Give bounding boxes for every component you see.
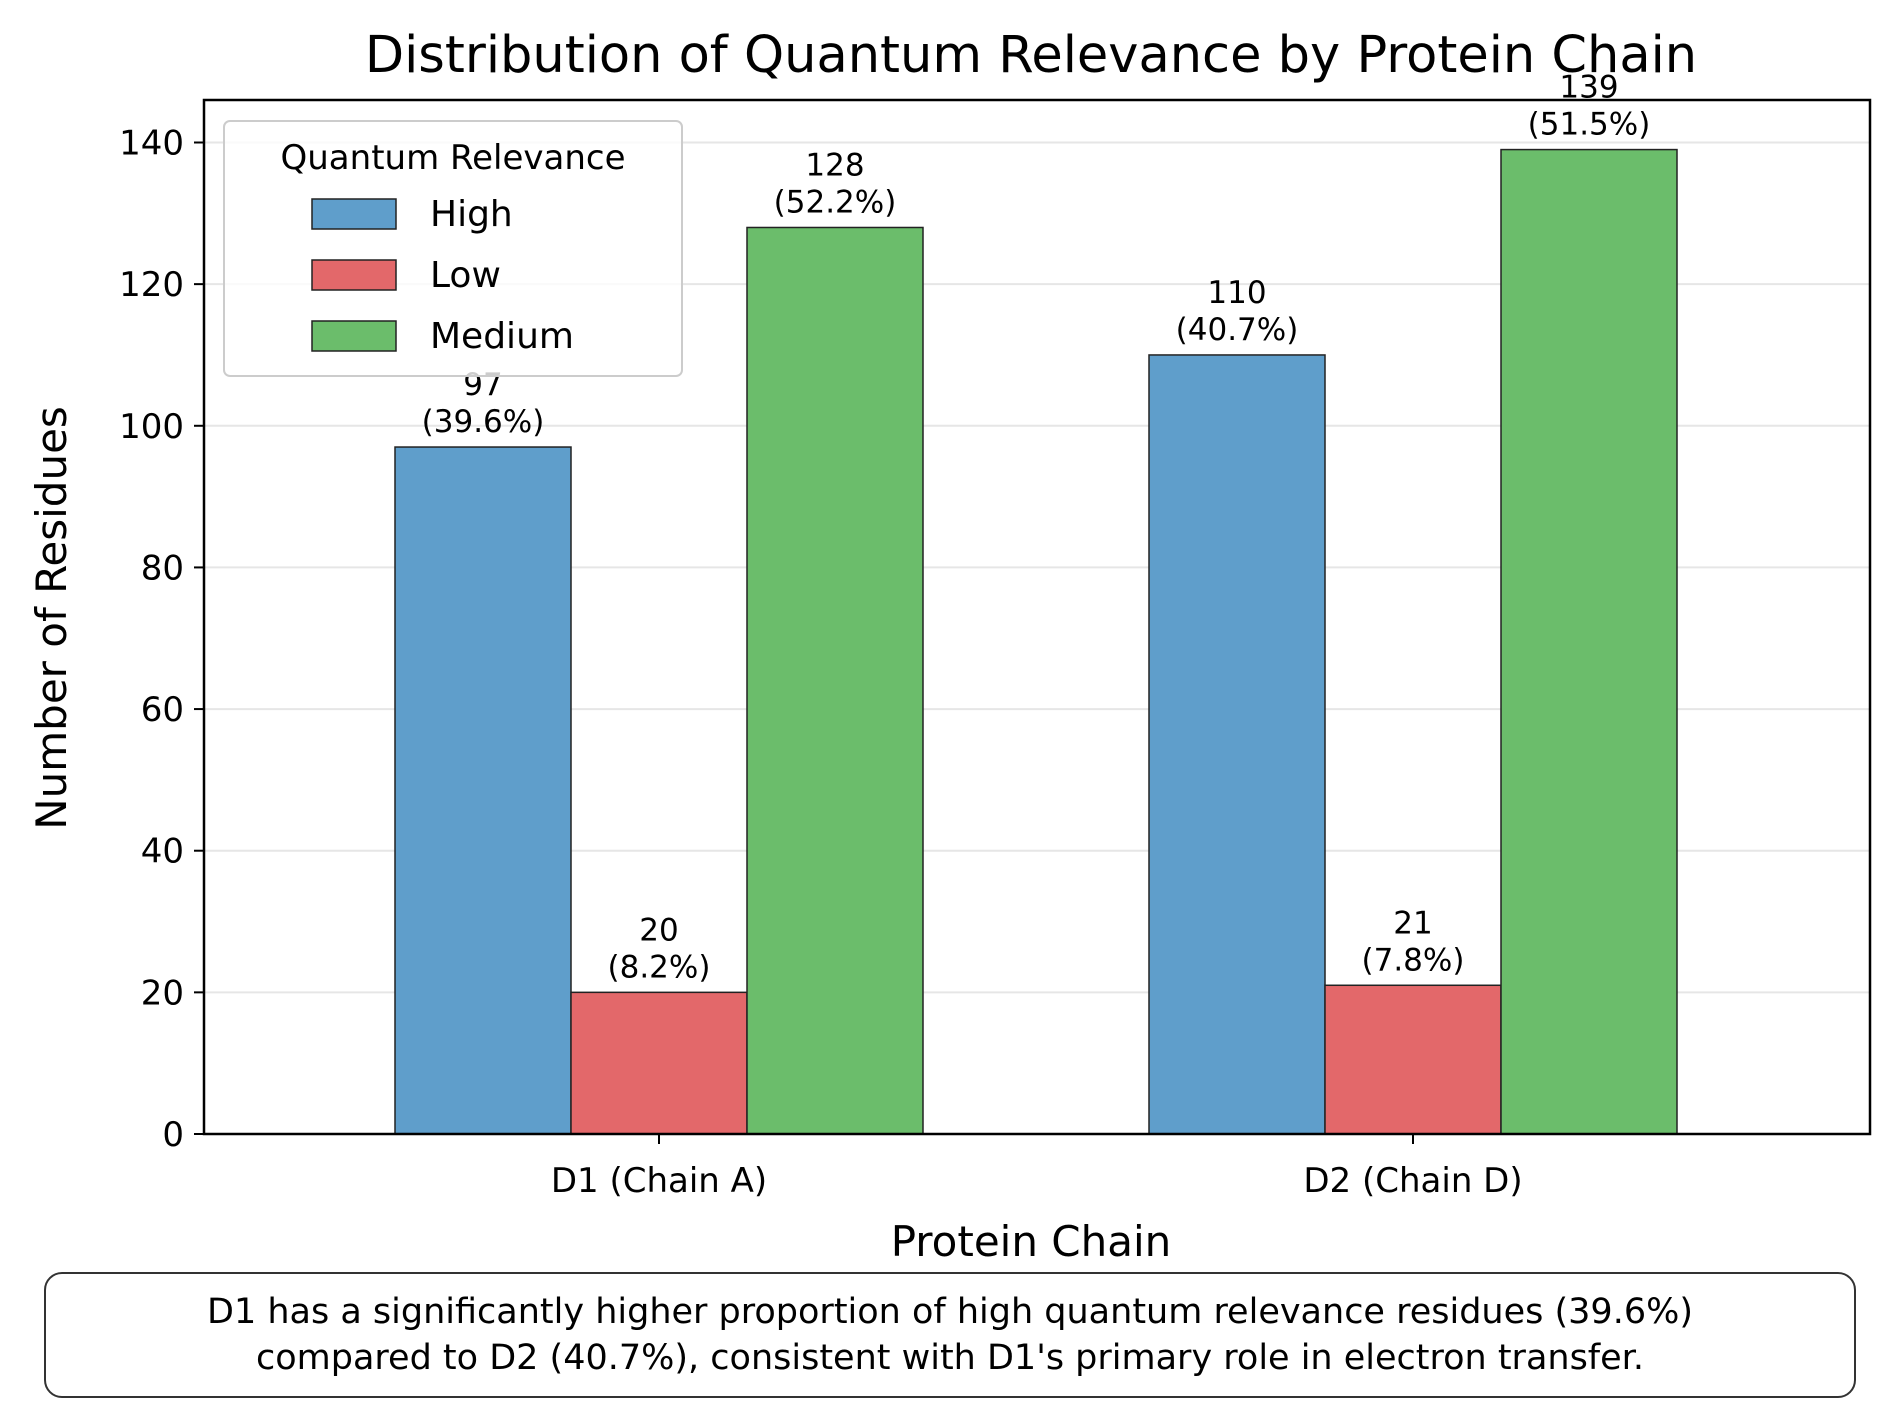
y-tick-label: 0 <box>162 1115 184 1155</box>
annotation-line-2: compared to D2 (40.7%), consistent with … <box>256 1338 1644 1378</box>
bar-medium <box>1500 148 1678 1135</box>
y-tick-label: 20 <box>141 973 184 1013</box>
legend-label-high: High <box>430 194 513 235</box>
data-label: (39.6%) <box>422 404 545 440</box>
y-axis: 0 20 40 60 80 100 120 140 <box>119 123 204 1155</box>
data-label: (52.2%) <box>774 184 897 220</box>
y-tick-label: 120 <box>119 265 184 305</box>
bar-low <box>1324 984 1502 1135</box>
legend-title: Quantum Relevance <box>281 138 626 178</box>
data-label: 20 <box>639 912 678 948</box>
x-axis-label: Protein Chain <box>891 1217 1172 1266</box>
data-label: (51.5%) <box>1528 107 1651 143</box>
data-label: (40.7%) <box>1176 312 1299 348</box>
x-tick-label: D1 (Chain A) <box>551 1161 767 1201</box>
data-label: (7.8%) <box>1362 942 1465 978</box>
bar-high <box>394 446 572 1135</box>
data-label: 128 <box>805 147 864 183</box>
annotation-line-1: D1 has a significantly higher proportion… <box>207 1292 1693 1332</box>
data-label: (8.2%) <box>608 949 711 985</box>
y-axis-label: Number of Residues <box>27 406 76 830</box>
bar-labels: 97(39.6%)20(8.2%)128(52.2%)110(40.7%)21(… <box>422 70 1651 986</box>
y-tick-label: 60 <box>141 690 184 730</box>
legend-swatch-medium <box>311 320 397 352</box>
y-tick-label: 40 <box>141 832 184 872</box>
x-axis: D1 (Chain A) D2 (Chain D) <box>551 1134 1523 1201</box>
y-tick-label: 100 <box>119 407 184 447</box>
y-tick-label: 140 <box>119 123 184 163</box>
legend-label-low: Low <box>430 255 501 296</box>
bar-low <box>570 991 748 1135</box>
legend-swatch-high <box>311 198 397 230</box>
annotation-box: D1 has a significantly higher proportion… <box>44 1272 1856 1398</box>
legend-box <box>223 120 683 377</box>
y-tick-label: 80 <box>141 548 184 588</box>
bar-high <box>1148 354 1326 1135</box>
bar-medium <box>746 226 924 1135</box>
plot-area <box>202 98 1872 1136</box>
chart-title: Distribution of Quantum Relevance by Pro… <box>365 26 1697 85</box>
legend: Quantum Relevance High Low Medium <box>223 120 683 377</box>
legend-swatch-low <box>311 259 397 291</box>
data-label: 110 <box>1207 275 1266 311</box>
bars <box>394 148 1678 1135</box>
legend-label-medium: Medium <box>430 316 574 357</box>
data-label: 21 <box>1393 905 1432 941</box>
x-tick-label: D2 (Chain D) <box>1303 1161 1522 1201</box>
